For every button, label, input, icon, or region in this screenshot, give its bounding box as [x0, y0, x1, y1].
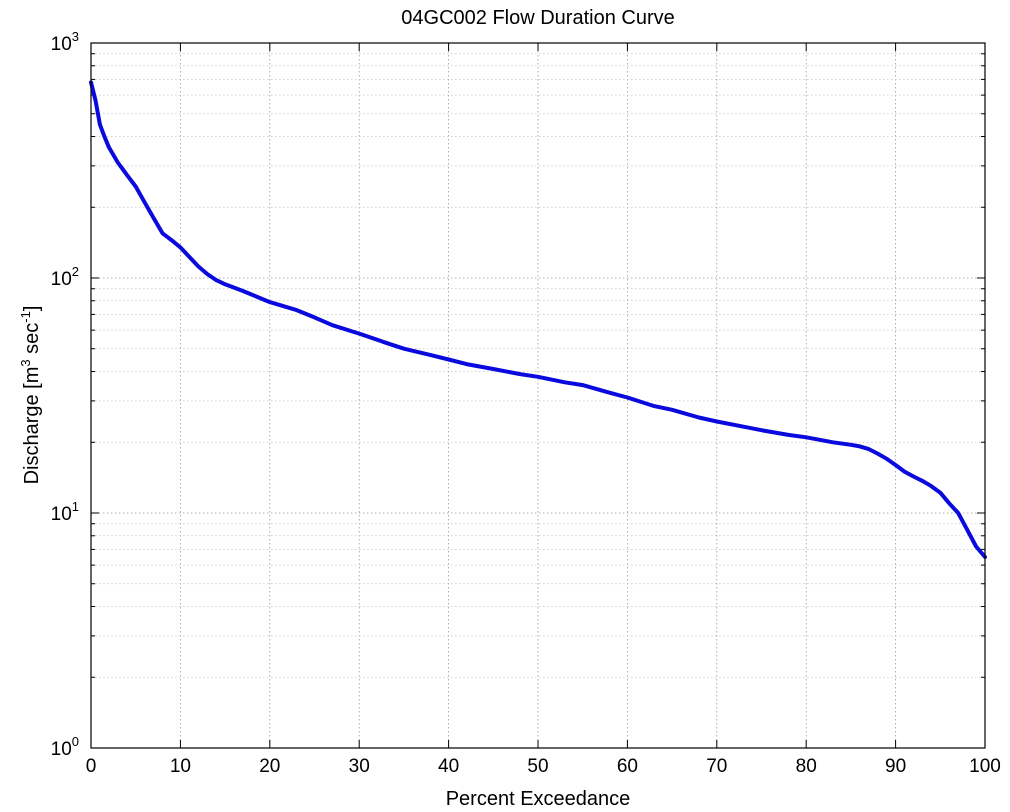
data-point: [386, 342, 387, 343]
data-point: [913, 476, 914, 477]
data-point: [126, 174, 127, 175]
data-point: [743, 426, 744, 427]
y-tick-label: 103: [51, 29, 79, 55]
data-point: [95, 100, 96, 101]
y-axis-label-sup-3: 3: [18, 359, 33, 366]
data-point: [180, 247, 181, 248]
labels-layer: 04GC002 Flow Duration Curve Percent Exce…: [18, 7, 675, 810]
x-axis-label: Percent Exceedance: [446, 788, 631, 810]
data-point: [609, 392, 610, 393]
data-point: [99, 124, 100, 125]
data-point: [877, 453, 878, 454]
data-point: [833, 442, 834, 443]
data-point: [538, 376, 539, 377]
data-point: [949, 503, 950, 504]
series-line-0: [89, 80, 987, 559]
x-tick-label: 70: [706, 756, 727, 777]
data-point: [153, 218, 154, 219]
data-point: [104, 136, 105, 137]
series-layer: [89, 80, 987, 559]
y-tick-label-base: 10: [51, 34, 72, 55]
data-point: [314, 317, 315, 318]
data-point: [144, 202, 145, 203]
x-tick-label: 40: [438, 756, 459, 777]
y-tick-label-exponent: 2: [72, 264, 79, 279]
data-point: [761, 430, 762, 431]
y-axis-label-middle: sec: [21, 323, 43, 360]
data-point: [672, 409, 673, 410]
y-tick-label-base: 10: [51, 269, 72, 290]
data-point: [627, 397, 628, 398]
x-tick-label: 50: [527, 756, 548, 777]
data-point: [850, 444, 851, 445]
y-tick-label-base: 10: [51, 739, 72, 760]
y-axis-label-sup-neg1: -1: [18, 311, 33, 323]
data-point: [162, 233, 163, 234]
y-tick-label: 102: [51, 264, 79, 290]
x-tick-label: 0: [86, 756, 97, 777]
y-axis-label-suffix: ]: [21, 306, 43, 312]
y-tick-label: 101: [51, 499, 79, 525]
data-point: [171, 240, 172, 241]
data-point: [243, 291, 244, 292]
data-point: [296, 310, 297, 311]
data-point: [466, 364, 467, 365]
y-tick-label-base: 10: [51, 504, 72, 525]
data-point: [269, 302, 270, 303]
data-point: [564, 382, 565, 383]
data-point: [216, 280, 217, 281]
y-axis-label: Discharge [m3 sec-1]: [18, 306, 43, 485]
x-tick-label: 100: [969, 756, 1001, 777]
data-point: [448, 359, 449, 360]
data-point: [135, 186, 136, 187]
y-tick-label-exponent: 3: [72, 29, 79, 44]
data-point: [189, 256, 190, 257]
y-tick-label-exponent: 1: [72, 499, 79, 514]
x-tick-label: 30: [349, 756, 370, 777]
x-tick-label: 80: [796, 756, 817, 777]
x-tick-label: 10: [170, 756, 191, 777]
plot-frame: [90, 42, 986, 749]
data-point: [967, 529, 968, 530]
data-point: [940, 492, 941, 493]
data-point: [359, 333, 360, 334]
data-point: [654, 406, 655, 407]
grid-layer: [91, 43, 985, 748]
data-point: [788, 434, 789, 435]
data-point: [430, 355, 431, 356]
x-tick-label: 90: [885, 756, 906, 777]
y-axis-label-prefix: Discharge [m: [21, 367, 43, 485]
data-point: [225, 284, 226, 285]
data-point: [922, 480, 923, 481]
data-point: [403, 348, 404, 349]
data-point: [976, 546, 977, 547]
data-point: [904, 471, 905, 472]
data-point: [198, 266, 199, 267]
data-point: [582, 385, 583, 386]
data-point: [958, 513, 959, 514]
data-point: [117, 162, 118, 163]
data-point: [698, 417, 699, 418]
data-point: [716, 421, 717, 422]
data-point: [493, 369, 494, 370]
data-point: [520, 374, 521, 375]
data-point: [931, 486, 932, 487]
y-tick-label: 100: [51, 734, 79, 760]
data-point: [868, 449, 869, 450]
x-tick-label: 60: [617, 756, 638, 777]
data-point: [332, 325, 333, 326]
data-point: [895, 465, 896, 466]
x-tick-label: 20: [259, 756, 280, 777]
data-point: [886, 458, 887, 459]
data-point: [859, 446, 860, 447]
data-point: [207, 274, 208, 275]
chart-title: 04GC002 Flow Duration Curve: [401, 7, 674, 29]
y-tick-label-exponent: 0: [72, 734, 79, 749]
data-point: [108, 147, 109, 148]
data-point: [806, 437, 807, 438]
